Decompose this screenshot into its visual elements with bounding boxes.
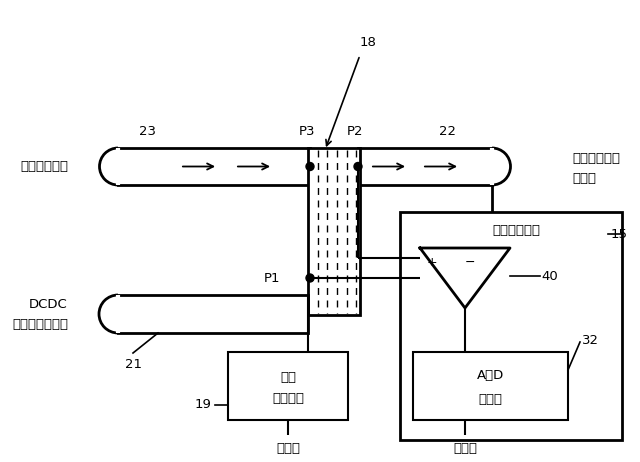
Text: 19: 19 bbox=[194, 399, 211, 412]
Text: コンバータから: コンバータから bbox=[12, 317, 68, 330]
Text: 21: 21 bbox=[125, 358, 143, 371]
Text: +: + bbox=[427, 255, 437, 268]
Bar bbox=[118, 148, 310, 185]
Text: 40: 40 bbox=[541, 269, 557, 282]
Text: 制御部: 制御部 bbox=[276, 442, 300, 455]
Text: 温度: 温度 bbox=[280, 371, 296, 384]
Text: P3: P3 bbox=[299, 125, 316, 138]
Text: バッテリ及び: バッテリ及び bbox=[572, 152, 620, 165]
Text: −: − bbox=[465, 255, 476, 268]
Text: 32: 32 bbox=[582, 334, 599, 346]
Bar bbox=[228, 352, 348, 420]
Bar bbox=[358, 148, 492, 185]
Bar bbox=[308, 148, 360, 315]
Circle shape bbox=[354, 163, 362, 170]
Circle shape bbox=[306, 274, 314, 282]
Text: DCDC: DCDC bbox=[29, 298, 68, 310]
Text: スイッチから: スイッチから bbox=[20, 160, 68, 173]
Text: P2: P2 bbox=[347, 125, 364, 138]
Circle shape bbox=[306, 163, 314, 170]
Text: 22: 22 bbox=[440, 125, 456, 138]
Text: P1: P1 bbox=[264, 272, 280, 285]
Bar bbox=[118, 295, 308, 333]
Bar bbox=[413, 352, 568, 420]
Text: 電流検出回路: 電流検出回路 bbox=[492, 224, 540, 237]
Text: 検出回路: 検出回路 bbox=[272, 392, 304, 405]
Text: 23: 23 bbox=[140, 125, 157, 138]
Text: 負荷へ: 負荷へ bbox=[572, 172, 596, 185]
Text: 15: 15 bbox=[611, 227, 628, 241]
Bar bbox=[400, 212, 622, 440]
Text: 変換部: 変換部 bbox=[479, 393, 502, 406]
Text: 制御部: 制御部 bbox=[453, 442, 477, 455]
Text: A／D: A／D bbox=[477, 369, 504, 382]
Text: 18: 18 bbox=[360, 36, 377, 49]
